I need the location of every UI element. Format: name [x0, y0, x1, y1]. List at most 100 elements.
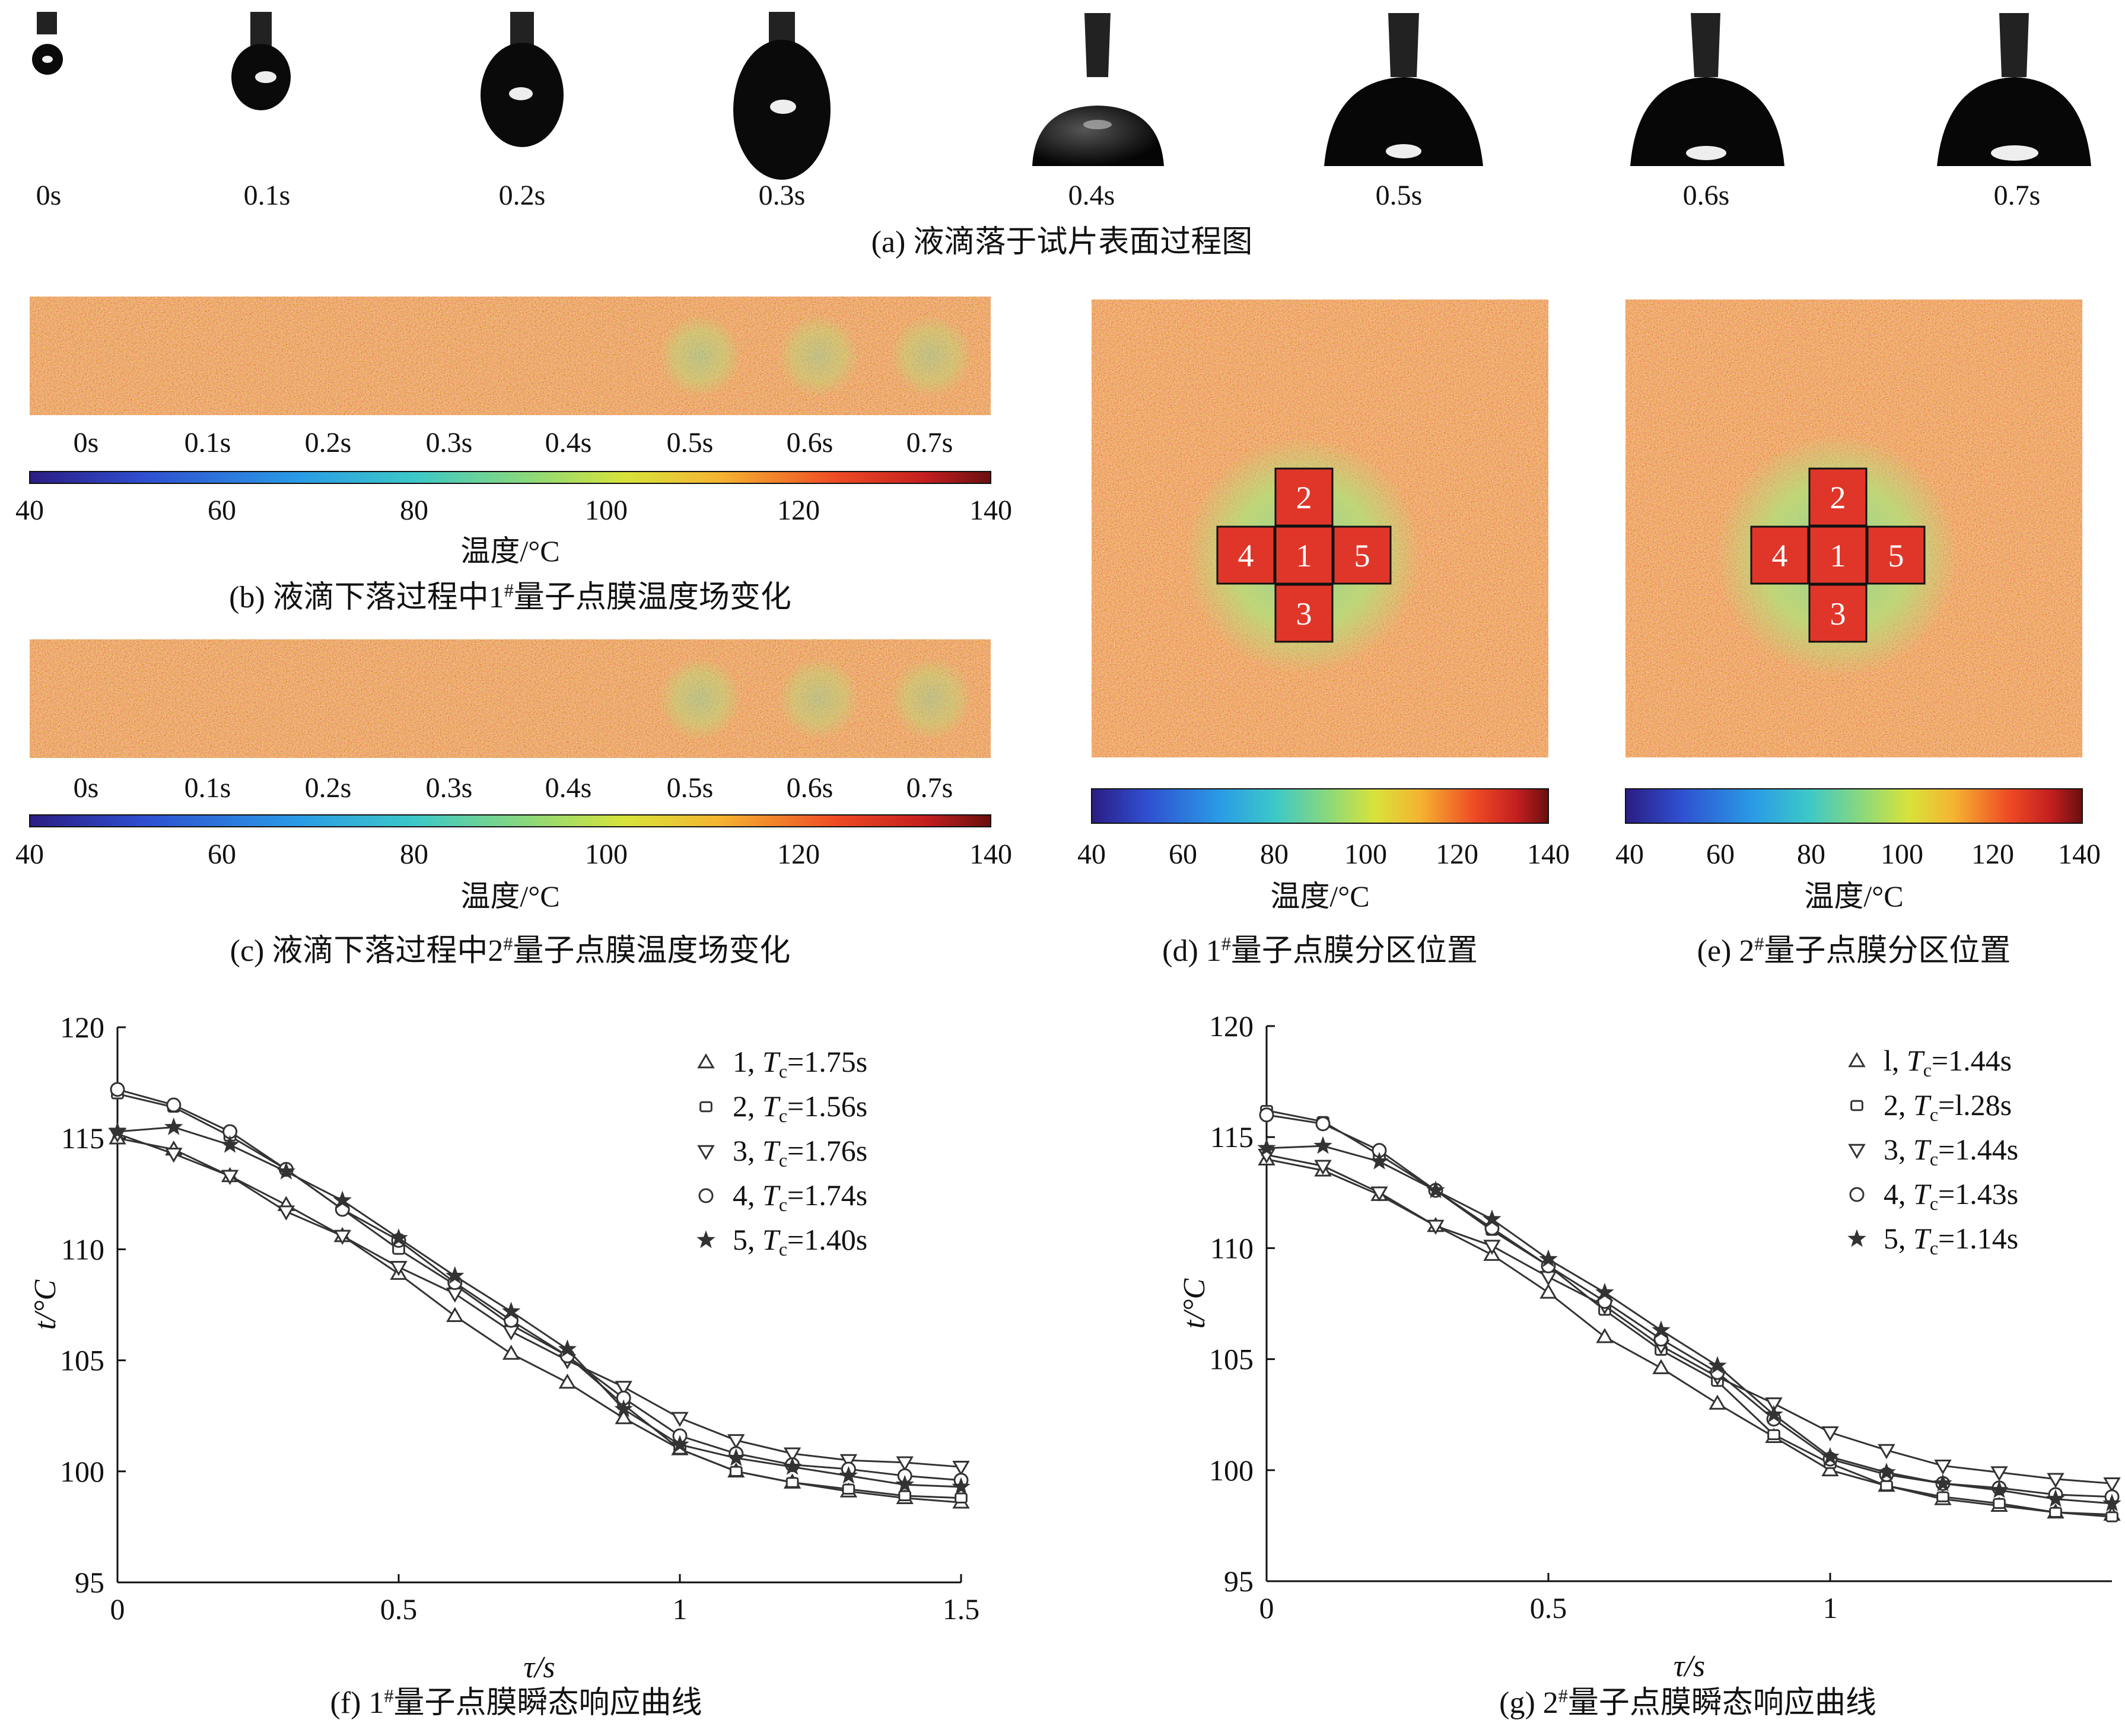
- data-point: [896, 1456, 914, 1471]
- time-label: 0.5s: [667, 772, 714, 804]
- time-label: 0.6s: [1683, 180, 1730, 211]
- legend-entry: 2, Tc=1.56s: [733, 1090, 867, 1126]
- colorbar-label: 温度/°C: [460, 534, 559, 568]
- data-point: [1315, 1116, 1331, 1132]
- zone-3-box: [1274, 584, 1334, 643]
- y-tick-label: 105: [60, 1344, 104, 1377]
- data-point: [1765, 1397, 1783, 1413]
- colorbar: [29, 814, 991, 827]
- data-point: [220, 1135, 240, 1153]
- colorbar-tick: 140: [1527, 839, 1570, 870]
- zone-label: 5: [1354, 538, 1370, 574]
- data-point: [1370, 1151, 1389, 1170]
- data-point: [1934, 1460, 1952, 1475]
- colorbar-tick: 60: [1169, 839, 1197, 870]
- legend-marker: [699, 1101, 712, 1113]
- droplet-frame-2: [481, 12, 564, 147]
- data-point: [1483, 1240, 1501, 1255]
- colorbar-label: 温度/°C: [1270, 880, 1369, 913]
- data-point: [1993, 1498, 2006, 1509]
- colorbar-tick: 60: [208, 839, 236, 870]
- x-axis-label: τ/s: [1674, 1649, 1705, 1683]
- colorbar-tick: 100: [585, 495, 628, 526]
- data-point: [558, 1339, 577, 1358]
- colorbar-tick: 40: [1077, 839, 1106, 870]
- time-label: 0.1s: [184, 427, 231, 458]
- zone-label: 4: [1772, 538, 1788, 574]
- data-point: [615, 1381, 632, 1396]
- legend-marker: [696, 1230, 715, 1248]
- data-point: [1596, 1328, 1614, 1343]
- series-line-2: [117, 1092, 962, 1499]
- time-label: 0.7s: [906, 772, 953, 804]
- colorbar-tick: 120: [777, 839, 820, 870]
- panel-a-caption: (a) 液滴落于试片表面过程图: [871, 225, 1253, 259]
- data-point: [1709, 1394, 1726, 1410]
- time-label: 0.3s: [426, 772, 473, 804]
- panel-b-caption: (b) 液滴下落过程中1#量子点膜温度场变化: [229, 579, 791, 614]
- series-line-4: [117, 1088, 962, 1482]
- data-point: [1990, 1466, 2008, 1482]
- zone-1-box: [1274, 525, 1334, 585]
- y-tick-label: 110: [61, 1232, 104, 1266]
- y-axis-label: t/°C: [28, 1279, 62, 1330]
- zone-label: 3: [1830, 596, 1846, 632]
- x-tick-label: 1: [1823, 1591, 1838, 1624]
- zone-4-box: [1216, 525, 1275, 585]
- y-tick-label: 120: [60, 1011, 104, 1044]
- legend-marker: [1848, 1143, 1866, 1160]
- zone-4-box: [1750, 525, 1809, 585]
- series-line-1: [1266, 1158, 2113, 1516]
- colorbar: [29, 471, 991, 484]
- data-point: [1595, 1282, 1614, 1301]
- data-point: [1936, 1491, 1949, 1502]
- legend-entry: 3, Tc=1.76s: [733, 1134, 867, 1171]
- x-tick-label: 0: [1259, 1591, 1274, 1624]
- data-point: [1821, 1447, 1840, 1465]
- x-axis-label: τ/s: [523, 1651, 555, 1684]
- zone-label: 2: [1830, 480, 1846, 515]
- panel-d-caption: (d) 1#量子点膜分区位置: [1162, 933, 1478, 968]
- y-tick-label: 95: [75, 1566, 104, 1599]
- colorbar-tick: 100: [585, 839, 628, 870]
- series-line-4: [1266, 1114, 2113, 1498]
- y-tick-label: 115: [61, 1122, 104, 1155]
- data-point: [1483, 1209, 1502, 1228]
- data-point: [446, 1307, 464, 1323]
- data-point: [727, 1434, 745, 1450]
- series-line-1: [117, 1137, 962, 1504]
- panel-a: 0s 0.1s 0.2s 0.3s 0.4s 0.5s 0.6s 0.7s (a…: [32, 12, 2091, 259]
- legend-entry: 2, Tc=l.28s: [1884, 1088, 2012, 1125]
- panel-caption: (f) 1#量子点膜瞬态响应曲线: [330, 1685, 702, 1720]
- zone-label: 5: [1888, 538, 1904, 574]
- time-label: 0s: [36, 180, 62, 211]
- data-point: [782, 1457, 802, 1475]
- data-point: [1708, 1356, 1727, 1374]
- time-label: 0.2s: [305, 427, 352, 458]
- legend-entry: 3, Tc=1.44s: [1884, 1133, 2018, 1170]
- colorbar: [1091, 788, 1549, 824]
- colorbar-tick: 140: [2058, 839, 2101, 870]
- data-point: [1990, 1480, 2009, 1498]
- data-point: [842, 1483, 855, 1495]
- series-line-5: [117, 1126, 962, 1488]
- y-tick-label: 110: [1210, 1231, 1254, 1264]
- x-tick-label: 0: [110, 1592, 125, 1626]
- droplet-frame-1: [231, 12, 291, 110]
- data-point: [446, 1287, 464, 1303]
- data-point: [1878, 1444, 1895, 1460]
- data-point: [1257, 1138, 1276, 1157]
- data-point: [164, 1117, 183, 1135]
- zone-label: 3: [1296, 596, 1312, 632]
- data-point: [1767, 1429, 1780, 1441]
- colorbar-tick: 100: [1344, 839, 1387, 870]
- legend-entry: 4, Tc=1.74s: [733, 1178, 867, 1215]
- data-point: [333, 1190, 352, 1209]
- data-point: [898, 1490, 912, 1502]
- y-tick-label: 100: [1209, 1454, 1254, 1487]
- data-point: [1313, 1136, 1332, 1154]
- panel-caption: (g) 2#量子点膜瞬态响应曲线: [1499, 1685, 1876, 1720]
- legend-entry: 5, Tc=1.14s: [1884, 1222, 2018, 1259]
- zone-label: 1: [1296, 538, 1312, 574]
- colorbar-tick: 120: [1436, 839, 1478, 870]
